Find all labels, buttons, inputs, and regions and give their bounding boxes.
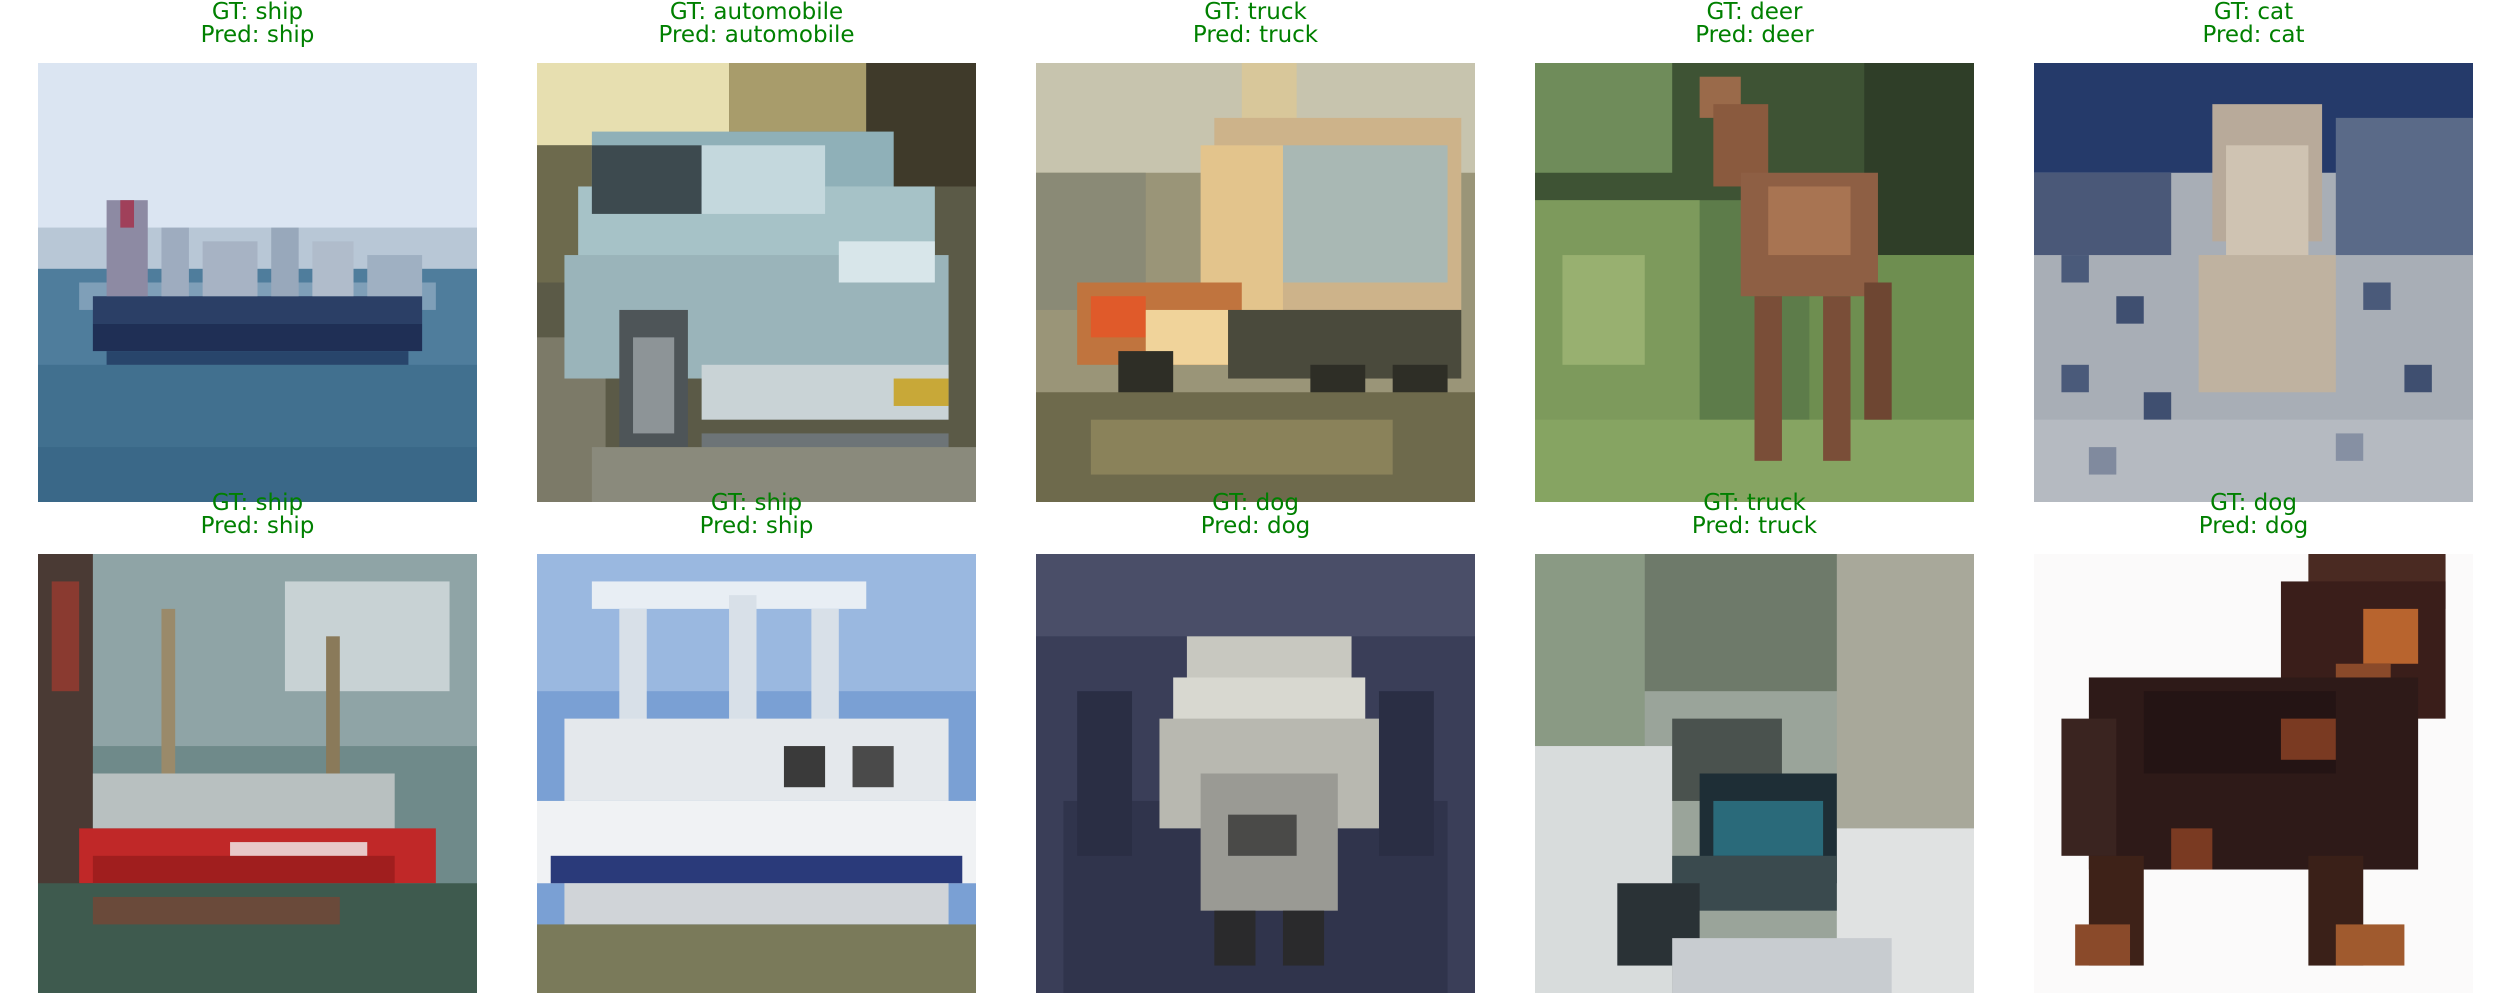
panel-title: GT: truck Pred: truck (1535, 492, 1974, 538)
dog-black-image (2034, 554, 2473, 993)
ground-truth-label: GT: ship (710, 490, 803, 516)
ship-sea-image (38, 63, 477, 502)
prediction-label: Pred: dog (1200, 513, 1311, 539)
panel-title: GT: truck Pred: truck (1036, 1, 1475, 47)
panel-title: GT: ship Pred: ship (38, 492, 477, 538)
prediction-label: Pred: ship (200, 22, 315, 48)
prediction-label: Pred: ship (200, 513, 315, 539)
panel-title: GT: dog Pred: dog (1036, 492, 1475, 538)
panel-title: GT: cat Pred: cat (2034, 1, 2473, 47)
dog-white-image (1036, 554, 1475, 993)
ground-truth-label: GT: ship (211, 0, 304, 25)
sample-image (2034, 554, 2473, 993)
sample-image (537, 554, 976, 993)
panel-title: GT: deer Pred: deer (1535, 1, 1974, 47)
ground-truth-label: GT: dog (1212, 490, 1299, 516)
deer-grass-image (1535, 63, 1974, 502)
ground-truth-label: GT: dog (2210, 490, 2297, 516)
sample-image (38, 554, 477, 993)
ground-truth-label: GT: truck (1204, 0, 1307, 25)
prediction-label: Pred: ship (699, 513, 814, 539)
panel-title: GT: automobile Pred: automobile (537, 1, 976, 47)
truck-street-image (1535, 554, 1974, 993)
prediction-label: Pred: deer (1695, 22, 1814, 48)
truck-yard-image (1036, 63, 1475, 502)
ground-truth-label: GT: automobile (669, 0, 844, 25)
sample-image (1535, 554, 1974, 993)
ground-truth-label: GT: deer (1706, 0, 1803, 25)
prediction-label: Pred: dog (2198, 513, 2309, 539)
sample-image (1036, 63, 1475, 502)
prediction-label: Pred: truck (1691, 513, 1818, 539)
sample-image (2034, 63, 2473, 502)
cat-pattern-image (2034, 63, 2473, 502)
ground-truth-label: GT: truck (1703, 490, 1806, 516)
ground-truth-label: GT: cat (2213, 0, 2294, 25)
panel-title: GT: ship Pred: ship (537, 492, 976, 538)
panel-title: GT: dog Pred: dog (2034, 492, 2473, 538)
panel-title: GT: ship Pred: ship (38, 1, 477, 47)
sample-image (1535, 63, 1974, 502)
prediction-label: Pred: cat (2202, 22, 2305, 48)
prediction-label: Pred: automobile (658, 22, 855, 48)
sample-image (537, 63, 976, 502)
ground-truth-label: GT: ship (211, 490, 304, 516)
boat-white-image (537, 554, 976, 993)
car-silver-image (537, 63, 976, 502)
sample-image (38, 63, 477, 502)
sample-image (1036, 554, 1475, 993)
ship-red-image (38, 554, 477, 993)
prediction-label: Pred: truck (1192, 22, 1319, 48)
